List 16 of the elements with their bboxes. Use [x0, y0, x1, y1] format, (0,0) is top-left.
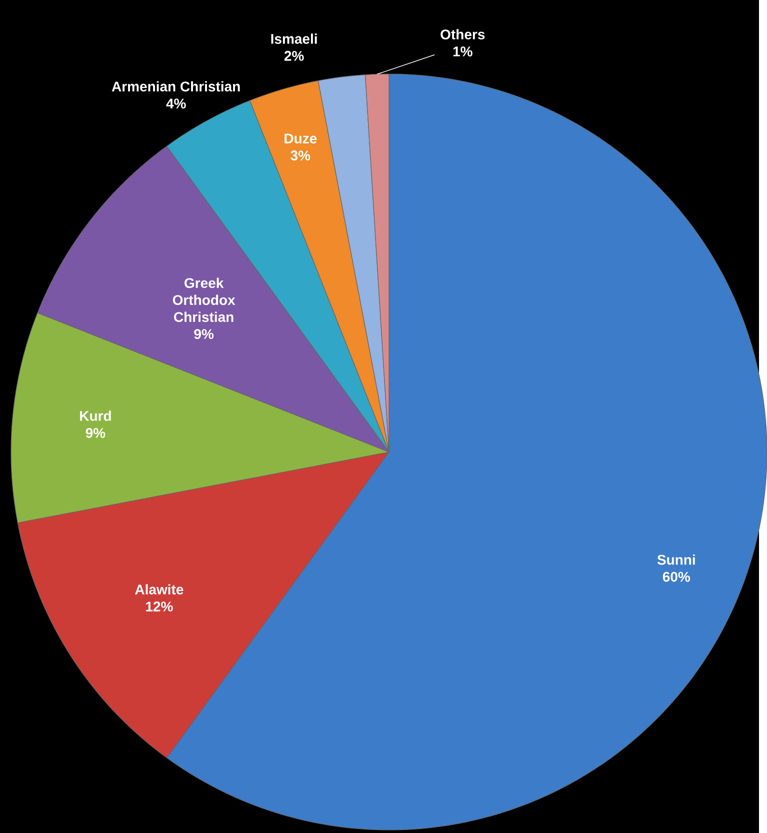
slice-label: Kurd	[80, 410, 111, 421]
slice-label: Sunni	[657, 554, 695, 565]
slice-label: Alawite	[134, 584, 184, 594]
data-label: 4%	[166, 98, 186, 108]
data-label: 1%	[453, 46, 472, 56]
data-label: 3%	[290, 150, 310, 160]
slice-label: Duze	[284, 134, 317, 144]
slice-label: Armenian Christian	[112, 81, 240, 92]
slice-label: Greek Orthodox Christian	[172, 278, 236, 322]
data-label: 2%	[284, 50, 304, 61]
data-label: 60%	[662, 572, 690, 582]
slice-label: Others	[440, 29, 484, 40]
slice-label: Ismaeli	[271, 34, 317, 44]
data-label: 12%	[146, 602, 173, 612]
data-label: 9%	[194, 329, 214, 339]
data-label: 9%	[86, 428, 106, 438]
